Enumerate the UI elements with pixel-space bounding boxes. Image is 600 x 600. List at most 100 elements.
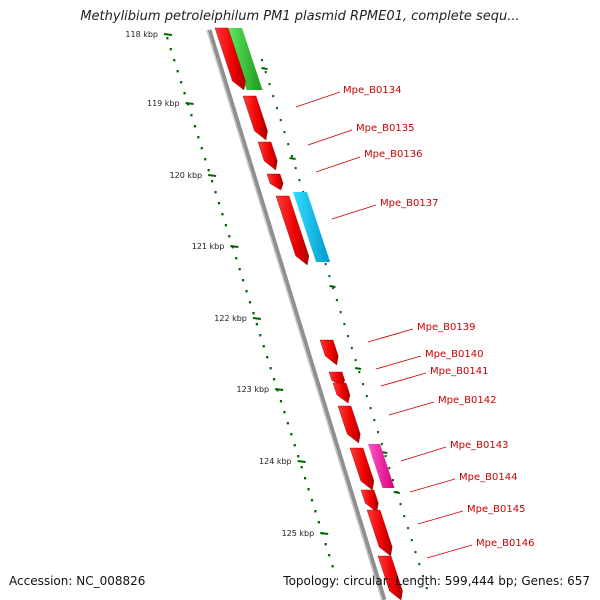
scale-dot bbox=[290, 433, 293, 436]
scale-dot bbox=[190, 114, 193, 117]
track-dot bbox=[425, 587, 428, 590]
scale-dot bbox=[255, 323, 258, 326]
scale-dot bbox=[297, 455, 300, 458]
scale-dot bbox=[310, 499, 314, 502]
gene-label[interactable]: Mpe_B0139 bbox=[417, 322, 475, 333]
scale-dot bbox=[328, 554, 331, 557]
track-dot bbox=[350, 347, 353, 350]
gene-label[interactable]: Mpe_B0141 bbox=[430, 366, 488, 377]
gene-label[interactable]: Mpe_B0135 bbox=[356, 123, 414, 134]
scale-tick bbox=[163, 33, 173, 36]
track-dot bbox=[384, 455, 387, 458]
scale-dot bbox=[221, 213, 224, 216]
scale-track bbox=[163, 33, 334, 568]
scale-tick bbox=[274, 388, 284, 391]
track-dot bbox=[380, 443, 383, 446]
scale-dot bbox=[279, 400, 283, 403]
scale-dot bbox=[331, 565, 334, 568]
scale-dot bbox=[241, 279, 245, 282]
scale-tick bbox=[252, 317, 262, 320]
scale-tick-label: 119 kbp bbox=[147, 99, 180, 108]
gene-leader-line bbox=[331, 204, 377, 220]
track-dot bbox=[268, 83, 271, 86]
track-tick bbox=[329, 285, 336, 288]
gene-arrow bbox=[266, 173, 284, 191]
green-feature bbox=[226, 28, 263, 90]
track-dot bbox=[343, 323, 346, 326]
track-tick bbox=[289, 157, 296, 160]
gene-label[interactable]: Mpe_B0140 bbox=[425, 349, 483, 360]
track-tick bbox=[354, 367, 362, 370]
gene-arrow bbox=[332, 382, 351, 404]
track-dot bbox=[328, 275, 331, 278]
track-dot bbox=[388, 467, 391, 470]
scale-dot bbox=[300, 466, 303, 469]
sequence-summary: Topology: circular; Length: 599,444 bp; … bbox=[283, 574, 590, 588]
scale-dot bbox=[286, 422, 289, 425]
scale-dot bbox=[217, 202, 221, 205]
gene-label[interactable]: Mpe_B0143 bbox=[450, 440, 508, 451]
track-dot bbox=[324, 263, 327, 266]
magenta-feature bbox=[368, 444, 395, 488]
track-dot bbox=[407, 527, 410, 530]
track-dot bbox=[418, 563, 421, 566]
accession-label: Accession: NC_008826 bbox=[9, 574, 146, 588]
scale-dot bbox=[303, 477, 307, 480]
scale-tick bbox=[297, 460, 306, 463]
track-dot bbox=[264, 71, 267, 74]
track-dot bbox=[399, 503, 402, 506]
scale-tick bbox=[230, 245, 239, 248]
gene-label[interactable]: Mpe_B0146 bbox=[476, 538, 534, 549]
scale-dot bbox=[324, 543, 327, 546]
gene-label[interactable]: Mpe_B0142 bbox=[438, 395, 496, 406]
track-dot bbox=[335, 299, 338, 302]
gene-leader-line bbox=[426, 544, 473, 559]
scale-dot bbox=[317, 521, 320, 524]
track-dot bbox=[332, 287, 335, 290]
scale-dot bbox=[176, 70, 179, 73]
track-dot bbox=[392, 479, 395, 482]
scale-dot bbox=[238, 268, 241, 271]
scale-dot bbox=[224, 224, 227, 227]
scale-dot bbox=[248, 301, 252, 304]
scale-dot bbox=[207, 169, 210, 172]
track-dot bbox=[283, 131, 286, 134]
track-dot bbox=[354, 359, 357, 362]
outer-track bbox=[261, 59, 428, 590]
gene-leader-line bbox=[400, 446, 447, 462]
scale-dot bbox=[266, 356, 269, 359]
track-dot bbox=[358, 371, 361, 374]
scale-dot bbox=[214, 191, 217, 194]
scale-tick-label: 118 kbp bbox=[125, 30, 158, 39]
gene-leader-line bbox=[375, 355, 422, 370]
track-dot bbox=[373, 419, 376, 422]
scale-tick-label: 123 kbp bbox=[237, 385, 270, 394]
gene-label[interactable]: Mpe_B0144 bbox=[459, 472, 517, 483]
scale-dot bbox=[314, 510, 317, 513]
gene-label[interactable]: Mpe_B0136 bbox=[364, 149, 422, 160]
gene-leader-line bbox=[380, 372, 427, 387]
scale-dot bbox=[197, 136, 200, 139]
gene-leader-line bbox=[367, 328, 414, 343]
track-dot bbox=[298, 179, 301, 182]
track-dot bbox=[275, 107, 278, 110]
gene-arrow bbox=[242, 95, 268, 141]
track-dot bbox=[365, 395, 368, 398]
track-dot bbox=[377, 431, 380, 434]
track-dot bbox=[272, 95, 275, 98]
track-dot bbox=[339, 311, 342, 314]
gene-arrow bbox=[319, 339, 339, 366]
scale-tick-label: 124 kbp bbox=[259, 457, 292, 466]
gene-label[interactable]: Mpe_B0137 bbox=[380, 198, 438, 209]
gene-arrow bbox=[377, 555, 403, 600]
gene-labels: Mpe_B0134 Mpe_B0135 Mpe_B0136 Mpe_B0137 Mpe_… bbox=[295, 85, 534, 559]
gene-label[interactable]: Mpe_B0145 bbox=[467, 504, 525, 515]
scale-tick-label: 125 kbp bbox=[282, 529, 315, 538]
scale-tick-label: 122 kbp bbox=[214, 314, 247, 323]
gene-label[interactable]: Mpe_B0134 bbox=[343, 85, 401, 96]
gene-leader-line bbox=[388, 401, 435, 416]
scale-tick bbox=[185, 102, 194, 105]
gene-arrow bbox=[275, 195, 310, 266]
track-dot bbox=[294, 167, 297, 170]
